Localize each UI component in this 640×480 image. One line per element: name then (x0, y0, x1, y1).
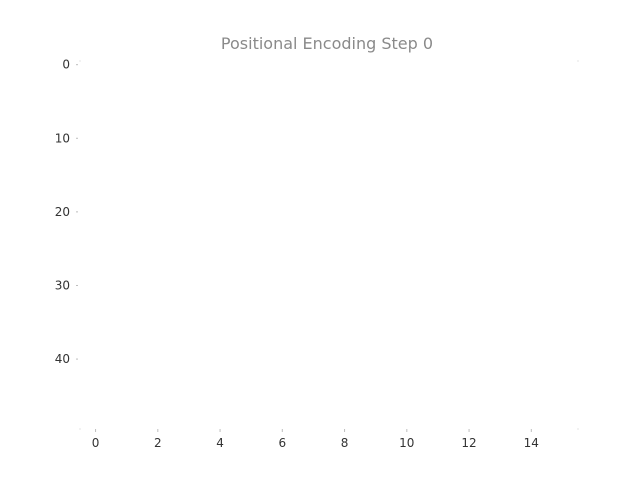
y-tick-label: 40 (55, 352, 70, 366)
x-tick-label: 4 (216, 436, 224, 450)
x-axis: 0 2 4 6 8 10 12 14 (92, 429, 539, 450)
x-tick-label: 12 (461, 436, 476, 450)
y-tick-label: 20 (55, 205, 70, 219)
chart-title: Positional Encoding Step 0 (221, 34, 433, 53)
y-axis: 0 10 20 30 40 (55, 58, 78, 366)
y-tick-label: 10 (55, 131, 70, 145)
x-tick-label: 8 (341, 436, 349, 450)
plot-area (79, 60, 579, 430)
y-tick-label: 0 (62, 58, 70, 72)
x-tick-label: 6 (278, 436, 286, 450)
x-tick-label: 2 (154, 436, 162, 450)
x-tick-label: 0 (92, 436, 100, 450)
x-tick-label: 14 (524, 436, 539, 450)
x-tick-label: 10 (399, 436, 414, 450)
y-tick-label: 30 (55, 278, 70, 292)
